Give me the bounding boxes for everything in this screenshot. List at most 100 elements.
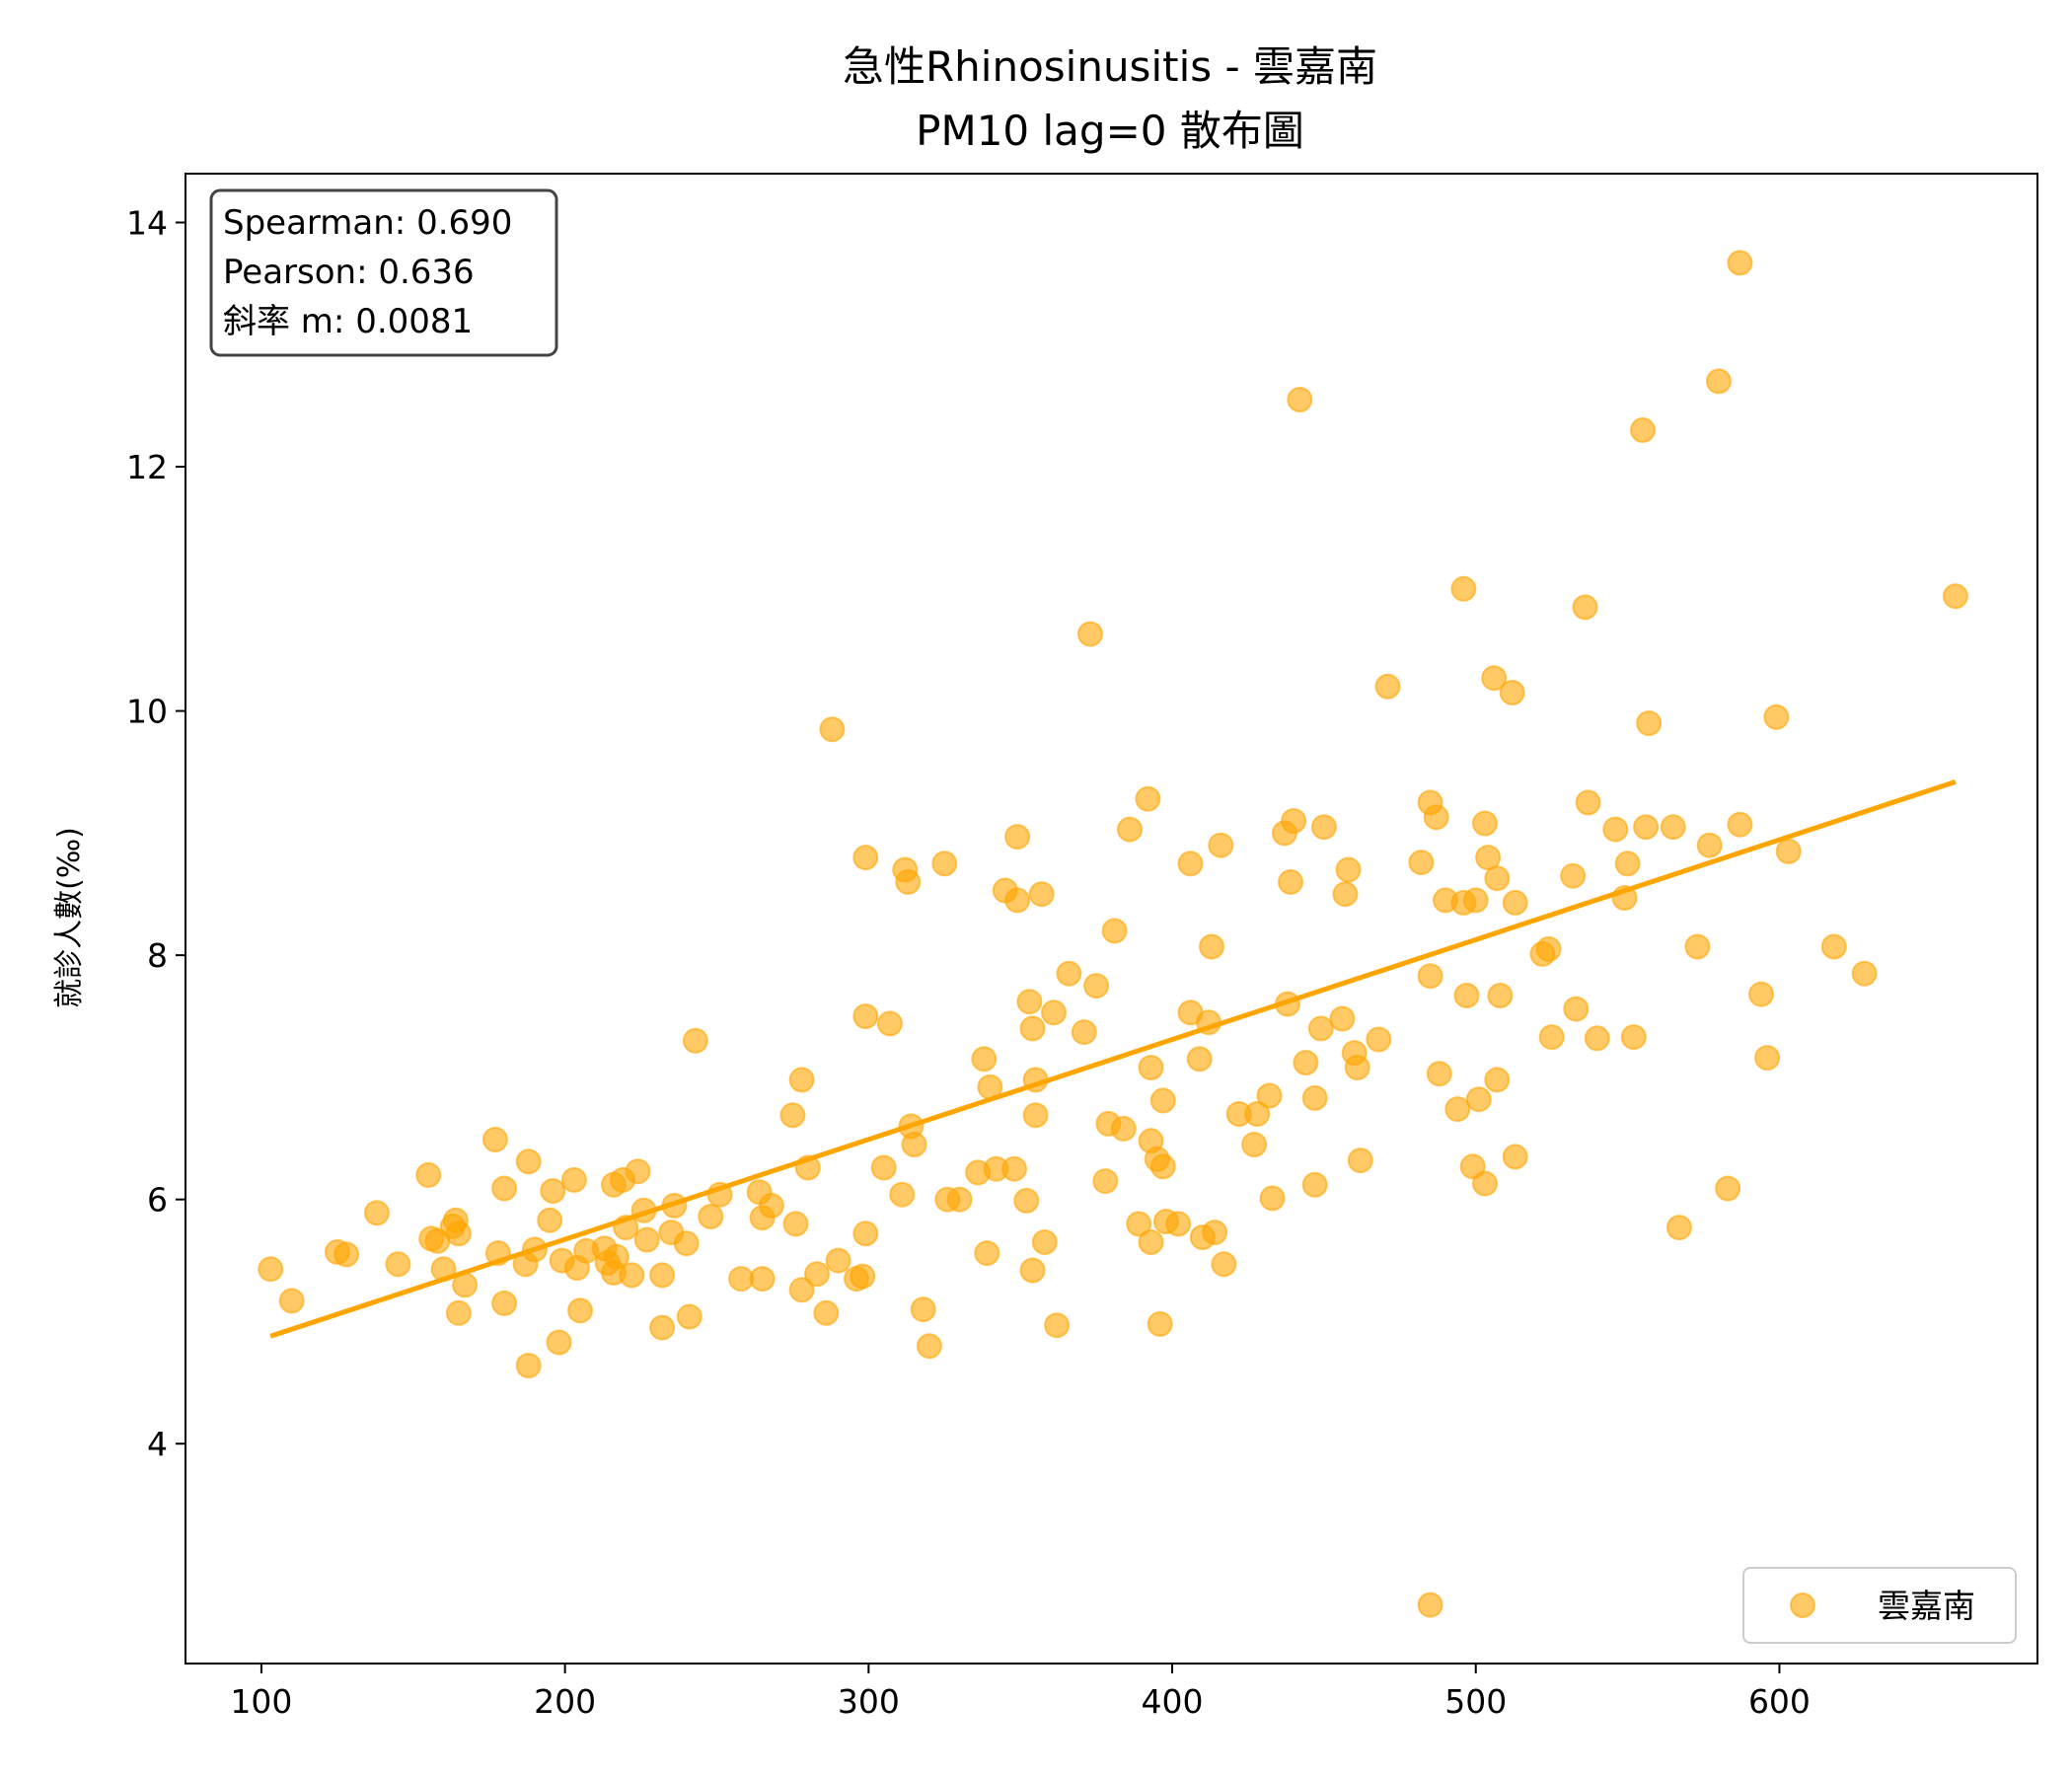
plot-frame: [185, 173, 2038, 1665]
data-point-4: [363, 1200, 390, 1226]
data-point-151: [1366, 1026, 1392, 1053]
data-point-25: [546, 1329, 572, 1356]
data-point-165: [1462, 887, 1489, 914]
data-point-93: [1019, 1015, 1046, 1042]
data-point-88: [1001, 1155, 1027, 1182]
data-point-43: [649, 1314, 676, 1341]
data-point-55: [758, 1192, 784, 1219]
data-point-109: [1117, 816, 1143, 843]
data-point-182: [1572, 594, 1598, 621]
data-point-103: [1077, 621, 1103, 647]
data-point-0: [258, 1256, 284, 1283]
data-point-108: [1110, 1115, 1137, 1142]
data-point-113: [1138, 1229, 1164, 1255]
data-point-24: [540, 1178, 566, 1204]
data-point-23: [537, 1207, 563, 1233]
data-point-84: [974, 1240, 1000, 1267]
chart-title: 急性Rhinosinusitis - 雲嘉南: [843, 42, 1377, 91]
data-point-102: [1071, 1019, 1097, 1046]
data-point-54: [749, 1266, 776, 1293]
data-point-29: [567, 1297, 593, 1324]
data-point-160: [1444, 1096, 1471, 1123]
data-point-57: [782, 1211, 809, 1237]
data-point-195: [1696, 832, 1723, 858]
data-point-71: [876, 1010, 903, 1037]
data-point-56: [779, 1102, 806, 1129]
x-tick-label-4: 500: [1444, 1682, 1507, 1721]
data-point-134: [1259, 1185, 1286, 1212]
data-point-137: [1278, 868, 1303, 895]
chart-subtitle: PM10 lag=0 散布圖: [916, 107, 1304, 155]
data-point-123: [1186, 1046, 1213, 1073]
data-point-154: [1417, 1591, 1443, 1618]
data-point-100: [1044, 1312, 1071, 1339]
data-point-197: [1715, 1175, 1741, 1202]
data-point-110: [1126, 1211, 1152, 1237]
data-point-146: [1332, 881, 1359, 908]
data-point-187: [1614, 851, 1641, 877]
legend: 雲嘉南: [1742, 1567, 2017, 1644]
data-point-133: [1256, 1082, 1283, 1109]
legend-marker: [1790, 1592, 1815, 1618]
data-point-27: [560, 1166, 587, 1193]
data-point-58: [788, 1277, 815, 1303]
stats-pearson: Pearson: 0.636: [223, 253, 475, 292]
data-point-68: [852, 1003, 879, 1029]
data-point-117: [1149, 1087, 1176, 1114]
y-tick-label-1: 6: [147, 1181, 168, 1220]
data-point-81: [946, 1186, 973, 1213]
data-point-47: [676, 1303, 703, 1330]
regression-line: [269, 779, 1957, 1339]
data-point-97: [1028, 881, 1055, 908]
data-point-189: [1630, 416, 1656, 443]
data-point-188: [1620, 1024, 1647, 1051]
data-point-193: [1665, 1215, 1692, 1241]
data-point-144: [1310, 814, 1337, 841]
data-point-179: [1538, 1024, 1565, 1051]
data-point-145: [1329, 1005, 1356, 1032]
y-tick-label-2: 8: [147, 936, 168, 975]
data-point-181: [1563, 996, 1590, 1022]
data-point-116: [1147, 1310, 1173, 1337]
data-points: [258, 250, 1968, 1618]
data-point-92: [1016, 989, 1043, 1015]
y-tick-label-5: 14: [126, 204, 168, 243]
data-point-42: [649, 1262, 676, 1289]
data-point-18: [491, 1290, 518, 1316]
stats-slope: 斜率 m: 0.0081: [223, 302, 473, 341]
data-point-48: [682, 1027, 708, 1054]
data-point-176: [1502, 889, 1528, 916]
x-tick-label-0: 100: [230, 1682, 292, 1721]
data-point-140: [1293, 1050, 1319, 1075]
data-point-67: [852, 1221, 879, 1247]
data-point-173: [1487, 983, 1514, 1008]
data-point-105: [1092, 1168, 1119, 1195]
data-point-143: [1307, 1015, 1334, 1042]
data-point-131: [1241, 1132, 1268, 1157]
data-point-17: [491, 1175, 518, 1202]
data-point-168: [1472, 810, 1498, 837]
data-point-79: [931, 851, 958, 877]
data-point-127: [1202, 1220, 1228, 1246]
data-point-199: [1727, 250, 1753, 276]
data-point-39: [625, 1158, 651, 1185]
data-point-70: [870, 1154, 897, 1181]
data-point-142: [1301, 1084, 1328, 1111]
data-point-49: [698, 1204, 724, 1229]
data-point-205: [1851, 960, 1878, 987]
data-point-111: [1135, 785, 1161, 812]
data-point-196: [1705, 368, 1732, 395]
data-point-201: [1754, 1045, 1781, 1072]
data-point-185: [1602, 816, 1629, 843]
data-point-101: [1056, 960, 1082, 987]
y-axis-label: 就診人數(‰): [52, 827, 87, 1008]
y-tick-label-0: 4: [147, 1425, 168, 1463]
x-tick-label-2: 300: [838, 1682, 900, 1721]
data-point-69: [852, 845, 879, 871]
data-point-64: [825, 1247, 851, 1274]
data-point-206: [1942, 583, 1968, 610]
data-point-198: [1727, 811, 1753, 838]
data-point-51: [728, 1266, 755, 1293]
data-point-90: [1004, 887, 1031, 914]
data-point-122: [1177, 851, 1204, 877]
